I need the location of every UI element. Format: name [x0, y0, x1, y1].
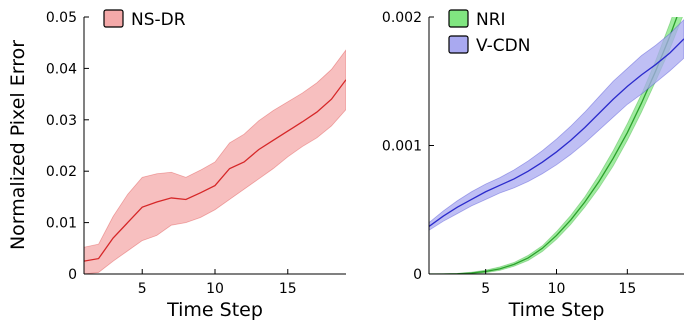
x-tick-label: 15 [618, 281, 636, 297]
line-ns-dr [84, 79, 346, 262]
line-nri [429, 17, 678, 274]
chart-panel-2: 0 0.001 0.002 5 10 15 Time Step NRI V-CDN [382, 9, 684, 321]
x-tick-label: 5 [481, 281, 490, 297]
plot-area [429, 17, 684, 274]
legend-label-ns-dr: NS-DR [131, 10, 186, 30]
legend: NRI V-CDN [448, 9, 530, 56]
x-axis-label: Time Step [508, 299, 605, 321]
y-tick-label: 0.02 [46, 164, 77, 180]
y-tick-label: 0 [413, 267, 422, 283]
y-axis-label: Normalized Pixel Error [7, 40, 29, 250]
legend: NS-DR [103, 9, 186, 30]
x-axis-label: Time Step [166, 299, 263, 321]
y-tick-label: 0.04 [46, 61, 77, 77]
chart-panel-1: 0 0.01 0.02 0.03 0.04 0.05 5 10 15 Time Step Norma… [7, 9, 346, 321]
band-ns-dr [84, 49, 346, 274]
x-tick-label: 10 [548, 281, 566, 297]
y-tick-label: 0.01 [46, 216, 77, 232]
legend-swatch-v-cdn [448, 35, 469, 54]
legend-label-v-cdn: V-CDN [476, 36, 530, 56]
x-tick-label: 10 [206, 281, 224, 297]
legend-swatch-nri [448, 9, 469, 28]
legend-label-nri: NRI [476, 10, 506, 30]
plot-area [84, 49, 346, 274]
y-tick-label: 0.001 [382, 139, 422, 155]
y-tick-label: 0.05 [46, 10, 77, 26]
y-tick-label: 0 [68, 267, 77, 283]
y-tick-label: 0.002 [382, 10, 422, 26]
line-v-cdn [429, 38, 684, 227]
y-tick-label: 0.03 [46, 113, 77, 129]
x-tick-label: 15 [279, 281, 297, 297]
x-tick-label: 5 [138, 281, 147, 297]
band-nri [429, 17, 683, 274]
legend-swatch-ns-dr [103, 9, 124, 28]
